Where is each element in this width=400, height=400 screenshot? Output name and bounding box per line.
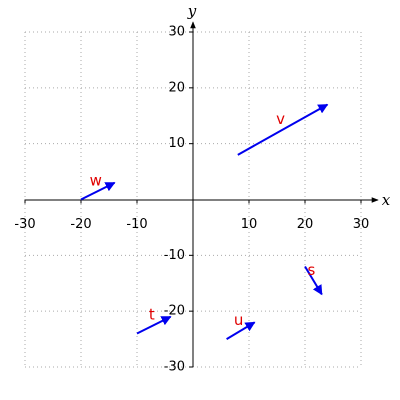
y-tick-label: 30 (168, 25, 185, 40)
vector-label: w (90, 172, 102, 190)
x-tick-label: -10 (126, 217, 147, 232)
vector-arrow (304, 265, 323, 296)
y-tick-label: -10 (164, 248, 185, 263)
vector-arrow (226, 321, 256, 340)
x-axis-label: x (382, 191, 391, 209)
x-tick-label: 20 (297, 217, 314, 232)
vector-arrow (80, 181, 116, 201)
y-tick-label: -30 (164, 360, 185, 375)
vector-label: s (307, 261, 315, 279)
vector-label: u (234, 311, 244, 329)
x-tick-label: 10 (241, 217, 258, 232)
x-tick-label: -30 (14, 217, 35, 232)
y-axis-label: y (187, 2, 197, 20)
vector-label: t (149, 306, 155, 324)
x-tick-label: -20 (70, 217, 91, 232)
y-tick-label: 20 (168, 80, 185, 95)
vector-arrow (237, 103, 329, 156)
y-tick-label: -20 (164, 304, 185, 319)
vector-arrow (136, 315, 172, 335)
y-tick-label: 10 (168, 136, 185, 151)
x-tick-label: 30 (353, 217, 370, 232)
vector-label: v (276, 110, 285, 128)
